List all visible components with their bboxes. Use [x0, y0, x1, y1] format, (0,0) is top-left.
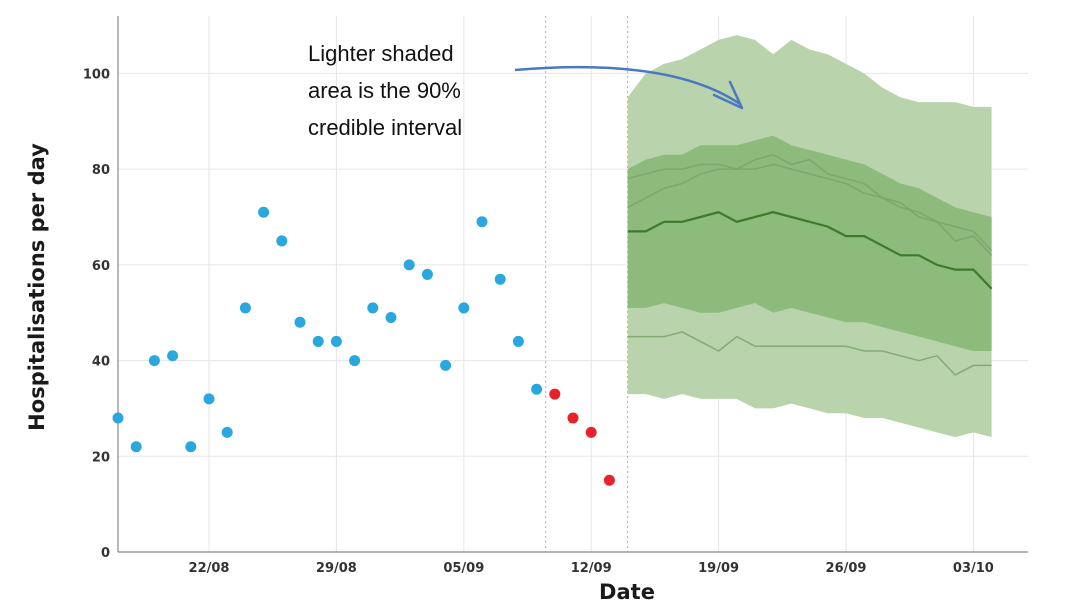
observed-point	[440, 359, 452, 371]
observed-point	[221, 426, 233, 438]
y-tick-labels: 0 20 40 60 80 100	[83, 67, 110, 561]
recent-point	[585, 426, 597, 438]
y-tick-label: 20	[92, 450, 110, 465]
x-tick-label: 26/09	[826, 561, 867, 576]
observed-point	[421, 268, 433, 280]
annotation-line-3: credible interval	[308, 115, 462, 140]
recent-point	[549, 388, 561, 400]
y-axis-title: Hospitalisations per day	[25, 143, 49, 431]
x-tick-label: 12/09	[571, 561, 612, 576]
observed-point	[330, 335, 342, 347]
x-axis-title: Date	[599, 580, 655, 604]
recent-point	[603, 474, 615, 486]
median-line	[627, 211, 993, 290]
observed-point	[130, 441, 142, 453]
divider-layer	[545, 16, 629, 552]
observed-point	[112, 412, 124, 424]
band-50-layer	[627, 135, 992, 351]
sample-path-line	[627, 163, 993, 256]
observed-point	[148, 355, 160, 367]
annotation-line-1: Lighter shaded	[308, 41, 454, 66]
observed-point	[312, 335, 324, 347]
x-tick-label: 29/08	[316, 561, 357, 576]
observed-point	[531, 383, 543, 395]
band-50-area	[627, 135, 992, 351]
observed-point	[403, 259, 415, 271]
observed-point	[276, 235, 288, 247]
observed-point	[258, 206, 270, 218]
x-tick-label: 19/09	[698, 561, 739, 576]
annotation-line-2: area is the 90%	[308, 78, 461, 103]
points-layer	[112, 206, 615, 486]
y-tick-label: 0	[101, 546, 110, 561]
median-layer	[627, 211, 993, 290]
sample-path-line	[627, 154, 993, 252]
observed-point	[167, 350, 179, 362]
observed-point	[239, 302, 251, 314]
y-tick-label: 80	[92, 163, 110, 178]
recent-point	[567, 412, 579, 424]
observed-point	[203, 393, 215, 405]
x-tick-label: 03/10	[953, 561, 994, 576]
sample-path-line	[627, 331, 992, 376]
observed-point	[349, 355, 361, 367]
x-tick-labels: 22/08 29/08 05/09 12/09 19/09 26/09 03/10	[189, 561, 994, 576]
annotation-arrow	[514, 65, 741, 106]
x-tick-label: 22/08	[189, 561, 230, 576]
observed-point	[512, 335, 524, 347]
y-tick-label: 60	[92, 259, 110, 274]
observed-point	[476, 216, 488, 228]
x-tick-label: 05/09	[443, 561, 484, 576]
y-tick-label: 40	[92, 355, 110, 370]
axis-layer	[117, 16, 1028, 553]
observed-point	[458, 302, 470, 314]
y-tick-label: 100	[83, 67, 110, 82]
observed-point	[385, 312, 397, 323]
sample-paths-layer	[627, 154, 993, 376]
observed-point	[367, 302, 379, 314]
observed-point	[494, 273, 506, 285]
annotation: Lighter shaded area is the 90% credible …	[308, 41, 744, 140]
observed-point	[294, 316, 306, 328]
observed-point	[185, 441, 197, 453]
annotation-arrowhead	[712, 80, 744, 110]
